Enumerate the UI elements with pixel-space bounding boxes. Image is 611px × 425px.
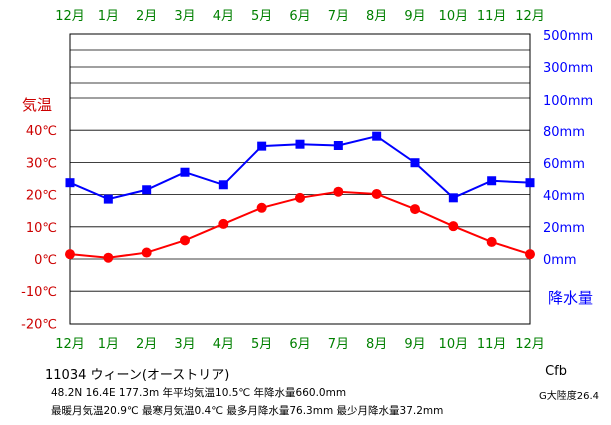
- continentality: G大陸度26.4: [538, 391, 599, 402]
- temperature-point: [525, 249, 535, 260]
- precipitation-point: [487, 176, 497, 186]
- station-extremes: 最暖月気温20.9℃ 最寒月気温0.4℃ 最多月降水量76.3mm 最少月降水量…: [51, 405, 444, 417]
- x-tick-label-top: 3月: [174, 9, 195, 24]
- temperature-point: [141, 247, 152, 258]
- x-tick-label-bottom: 12月: [55, 337, 85, 352]
- right-tick-label: 300mm: [543, 61, 593, 76]
- temperature-point: [218, 218, 229, 229]
- temperature-point: [256, 202, 267, 213]
- x-tick-label-top: 10月: [439, 9, 469, 24]
- x-tick-label-bottom: 9月: [404, 337, 425, 352]
- x-tick-label-bottom: 3月: [174, 337, 195, 352]
- x-tick-label-bottom: 1月: [98, 337, 119, 352]
- x-tick-label-top: 11月: [477, 9, 507, 24]
- temperature-point: [410, 204, 420, 215]
- precipitation-point: [448, 193, 458, 203]
- right-tick-label: 40mm: [543, 189, 585, 204]
- precipitation-point: [218, 180, 228, 190]
- x-tick-label-top: 5月: [251, 9, 272, 24]
- x-tick-label-bottom: 12月: [515, 337, 545, 352]
- left-tick-label: 30℃: [26, 156, 57, 171]
- temperature-point: [333, 186, 344, 197]
- right-tick-label: 500mm: [543, 29, 593, 44]
- precipitation-point: [295, 139, 305, 149]
- right-tick-label: 0mm: [543, 253, 577, 268]
- left-tick-label: 40℃: [26, 124, 57, 139]
- x-tick-label-top: 1月: [98, 9, 119, 24]
- station-summary: 48.2N 16.4E 177.3m 年平均気温10.5℃ 年降水量660.0m…: [51, 387, 347, 399]
- precipitation-point: [525, 178, 535, 188]
- left-tick-label: 0℃: [34, 253, 57, 268]
- left-tick-label: 10℃: [26, 221, 57, 236]
- x-tick-label-bottom: 8月: [366, 337, 387, 352]
- precipitation-point: [410, 158, 420, 168]
- x-tick-label-bottom: 5月: [251, 337, 272, 352]
- x-tick-label-bottom: 10月: [439, 337, 469, 352]
- plot-frame: [69, 33, 531, 325]
- precipitation-point: [180, 167, 190, 177]
- climate-code: Cfb: [545, 364, 567, 379]
- x-tick-label-bottom: 11月: [477, 337, 507, 352]
- temperature-point: [486, 236, 497, 247]
- x-tick-label-top: 12月: [55, 9, 85, 24]
- left-tick-label: -10℃: [21, 285, 57, 300]
- precip-axis-title: 降水量: [548, 289, 593, 307]
- temperature-point: [65, 249, 75, 260]
- x-tick-label-top: 9月: [404, 9, 425, 24]
- x-tick-label-bottom: 4月: [213, 337, 234, 352]
- precipitation-point: [142, 185, 152, 195]
- temperature-point: [295, 192, 305, 203]
- x-tick-label-top: 4月: [213, 9, 234, 24]
- temperature-point: [371, 188, 382, 199]
- right-tick-label: 80mm: [543, 125, 585, 140]
- left-tick-label: 20℃: [26, 189, 57, 204]
- x-tick-label-top: 8月: [366, 9, 387, 24]
- right-tick-label: 60mm: [543, 157, 585, 172]
- station-name: 11034 ウィーン(オーストリア): [45, 368, 230, 383]
- x-tick-label-top: 7月: [328, 9, 349, 24]
- left-tick-label: -20℃: [21, 317, 57, 332]
- temperature-point: [103, 252, 114, 263]
- precipitation-point: [65, 178, 75, 188]
- x-tick-label-bottom: 6月: [289, 337, 310, 352]
- x-tick-label-top: 12月: [515, 9, 545, 24]
- right-tick-label: 20mm: [543, 221, 585, 236]
- precipitation-point: [372, 131, 382, 141]
- precipitation-point: [257, 141, 267, 151]
- x-tick-label-bottom: 2月: [136, 337, 157, 352]
- x-tick-label-top: 2月: [136, 9, 157, 24]
- temperature-point: [180, 235, 190, 246]
- precipitation-point: [103, 194, 113, 204]
- temperature-point: [448, 221, 459, 232]
- x-tick-label-bottom: 7月: [328, 337, 349, 352]
- x-tick-label-top: 6月: [289, 9, 310, 24]
- temp-axis-title: 気温: [22, 96, 52, 114]
- precipitation-point: [333, 140, 343, 150]
- right-tick-label: 100mm: [543, 94, 593, 109]
